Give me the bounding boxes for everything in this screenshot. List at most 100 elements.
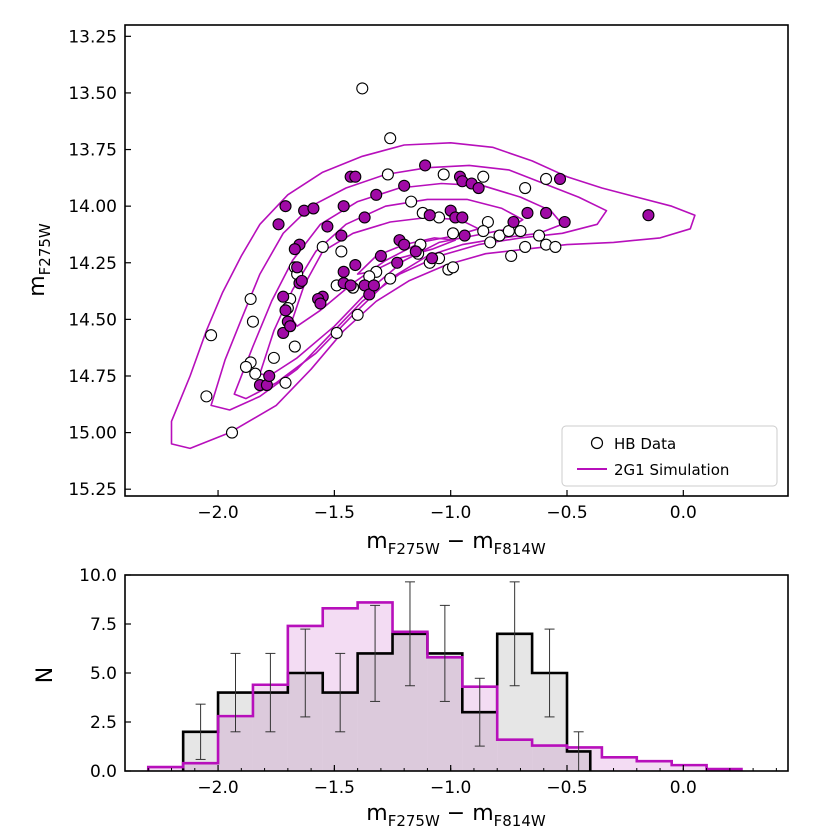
hb-data-point-filled xyxy=(279,304,292,317)
hb-data-point-filled xyxy=(263,369,276,383)
hb-data-point-filled xyxy=(374,249,387,263)
hb-data-point-open xyxy=(446,261,460,274)
histogram-bars xyxy=(146,581,743,772)
hb-data-point-filled xyxy=(367,279,380,292)
hb-data-point-filled xyxy=(337,200,350,213)
bottom-x-tick-label: −1.0 xyxy=(430,778,471,798)
hb-data-point-open xyxy=(335,245,348,258)
bottom-x-tick-label: −1.5 xyxy=(314,778,355,798)
hb-data-point-open xyxy=(549,240,562,253)
hb-data-point-open xyxy=(279,376,292,389)
legend-label-hb-data: HB Data xyxy=(614,435,676,453)
hb-data-point-filled xyxy=(398,238,411,251)
hb-data-point-filled xyxy=(358,211,371,224)
hb-data-points xyxy=(200,82,655,439)
top-y-ticks: 13.25 13.50 13.75 14.00 14.25 14.50 14.75 15.00… xyxy=(68,27,131,500)
bottom-y-tick-label: 0.0 xyxy=(90,762,117,782)
hb-data-point-open xyxy=(437,168,450,181)
hb-data-point-open xyxy=(446,227,460,240)
legend: HB Data 2G1 Simulation xyxy=(561,425,778,487)
hb-data-point-open xyxy=(288,340,301,353)
histogram-overlap-bar xyxy=(183,763,219,771)
top-plot-frame xyxy=(124,24,789,497)
hb-data-point-filled xyxy=(279,200,292,213)
top-y-tick-label: 14.50 xyxy=(68,310,117,330)
hb-data-point-open xyxy=(225,426,239,439)
top-x-tick-label: −1.5 xyxy=(314,503,355,523)
hb-data-point-open xyxy=(267,351,280,364)
hb-data-point-filled xyxy=(472,181,485,195)
hb-data-point-filled xyxy=(398,179,411,192)
hb-data-point-open xyxy=(244,292,257,306)
hb-data-point-filled xyxy=(540,206,553,219)
hb-data-point-filled xyxy=(521,206,534,219)
top-y-tick-label: 13.25 xyxy=(68,27,117,47)
hb-data-point-open xyxy=(205,329,218,342)
hb-data-point-open xyxy=(384,272,397,285)
top-x-ticks: −2.0 −1.5 −1.0 −0.5 0.0 xyxy=(197,490,697,523)
hb-data-point-filled xyxy=(291,261,304,274)
hb-data-point-filled xyxy=(349,258,362,272)
hb-data-point-open xyxy=(316,240,329,253)
hb-data-point-filled xyxy=(284,320,297,333)
error-bar xyxy=(404,581,415,687)
hb-data-point-filled xyxy=(642,209,655,222)
hb-data-point-open xyxy=(381,168,394,181)
hb-data-point-open xyxy=(533,229,546,242)
hb-data-point-filled xyxy=(295,274,308,287)
hb-data-point-filled xyxy=(288,243,301,256)
hb-data-point-open xyxy=(200,390,213,403)
hb-data-point-filled xyxy=(321,220,334,233)
hb-data-point-filled xyxy=(423,209,436,222)
bottom-y-tick-label: 10.0 xyxy=(79,566,117,586)
hb-data-point-filled xyxy=(272,218,285,231)
hb-data-point-open xyxy=(477,225,490,238)
top-y-tick-label: 13.75 xyxy=(68,141,117,161)
hb-data-point-open xyxy=(505,249,518,263)
hb-data-point-filled xyxy=(335,229,348,242)
error-bar xyxy=(509,581,520,687)
hb-data-point-open xyxy=(384,132,397,145)
hb-data-point-open xyxy=(356,82,369,95)
hb-data-point-open xyxy=(405,195,418,208)
bottom-y-tick-label: 2.5 xyxy=(90,713,117,733)
hb-data-point-filled xyxy=(558,215,571,229)
bottom-y-ticks: 0.0 2.5 5.0 7.5 10.0 xyxy=(79,566,131,782)
bottom-x-axis-label: mF275W − mF814W xyxy=(366,801,546,830)
hb-data-point-filled xyxy=(391,256,404,269)
error-bar xyxy=(474,677,485,747)
top-plot-background xyxy=(125,25,788,496)
top-x-tick-label: 0.0 xyxy=(670,503,697,523)
hb-data-point-filled xyxy=(456,211,469,224)
top-x-axis-label: mF275W − mF814W xyxy=(366,529,546,558)
top-y-tick-label: 13.50 xyxy=(68,84,117,104)
hb-data-point-open xyxy=(519,181,532,195)
hb-data-point-filled xyxy=(349,170,362,183)
hb-data-point-filled xyxy=(553,172,567,186)
hb-data-point-filled xyxy=(277,290,290,303)
bottom-x-tick-label: 0.0 xyxy=(670,778,697,798)
hb-data-point-open xyxy=(540,172,553,186)
top-y-tick-label: 14.00 xyxy=(68,197,117,217)
bottom-x-ticks: −2.0 −1.5 −1.0 −0.5 0.0 xyxy=(147,765,777,798)
error-bar xyxy=(230,652,241,733)
legend-box xyxy=(561,425,778,487)
bottom-y-tick-label: 7.5 xyxy=(90,615,117,635)
top-x-tick-label: −1.0 xyxy=(430,503,471,523)
bottom-histogram-panel: −2.0 −1.5 −1.0 −0.5 0.0 0.0 2.5 5.0 7.5 10.0 mF2… xyxy=(33,566,789,830)
hb-data-point-open xyxy=(477,170,490,183)
error-bar xyxy=(370,604,381,702)
hb-data-point-open xyxy=(484,236,497,249)
hb-data-point-filled xyxy=(307,202,320,215)
histogram-overlap-bar xyxy=(497,739,533,771)
histogram-overlap-bar xyxy=(532,745,567,771)
top-y-tick-label: 15.25 xyxy=(68,480,117,500)
hb-data-point-open xyxy=(519,240,532,253)
error-bar xyxy=(544,628,555,718)
hb-data-point-filled xyxy=(409,245,422,258)
hb-data-point-open xyxy=(246,315,259,328)
top-x-tick-label: −0.5 xyxy=(546,503,587,523)
error-bar xyxy=(265,652,276,733)
bottom-x-tick-label: −2.0 xyxy=(197,778,238,798)
